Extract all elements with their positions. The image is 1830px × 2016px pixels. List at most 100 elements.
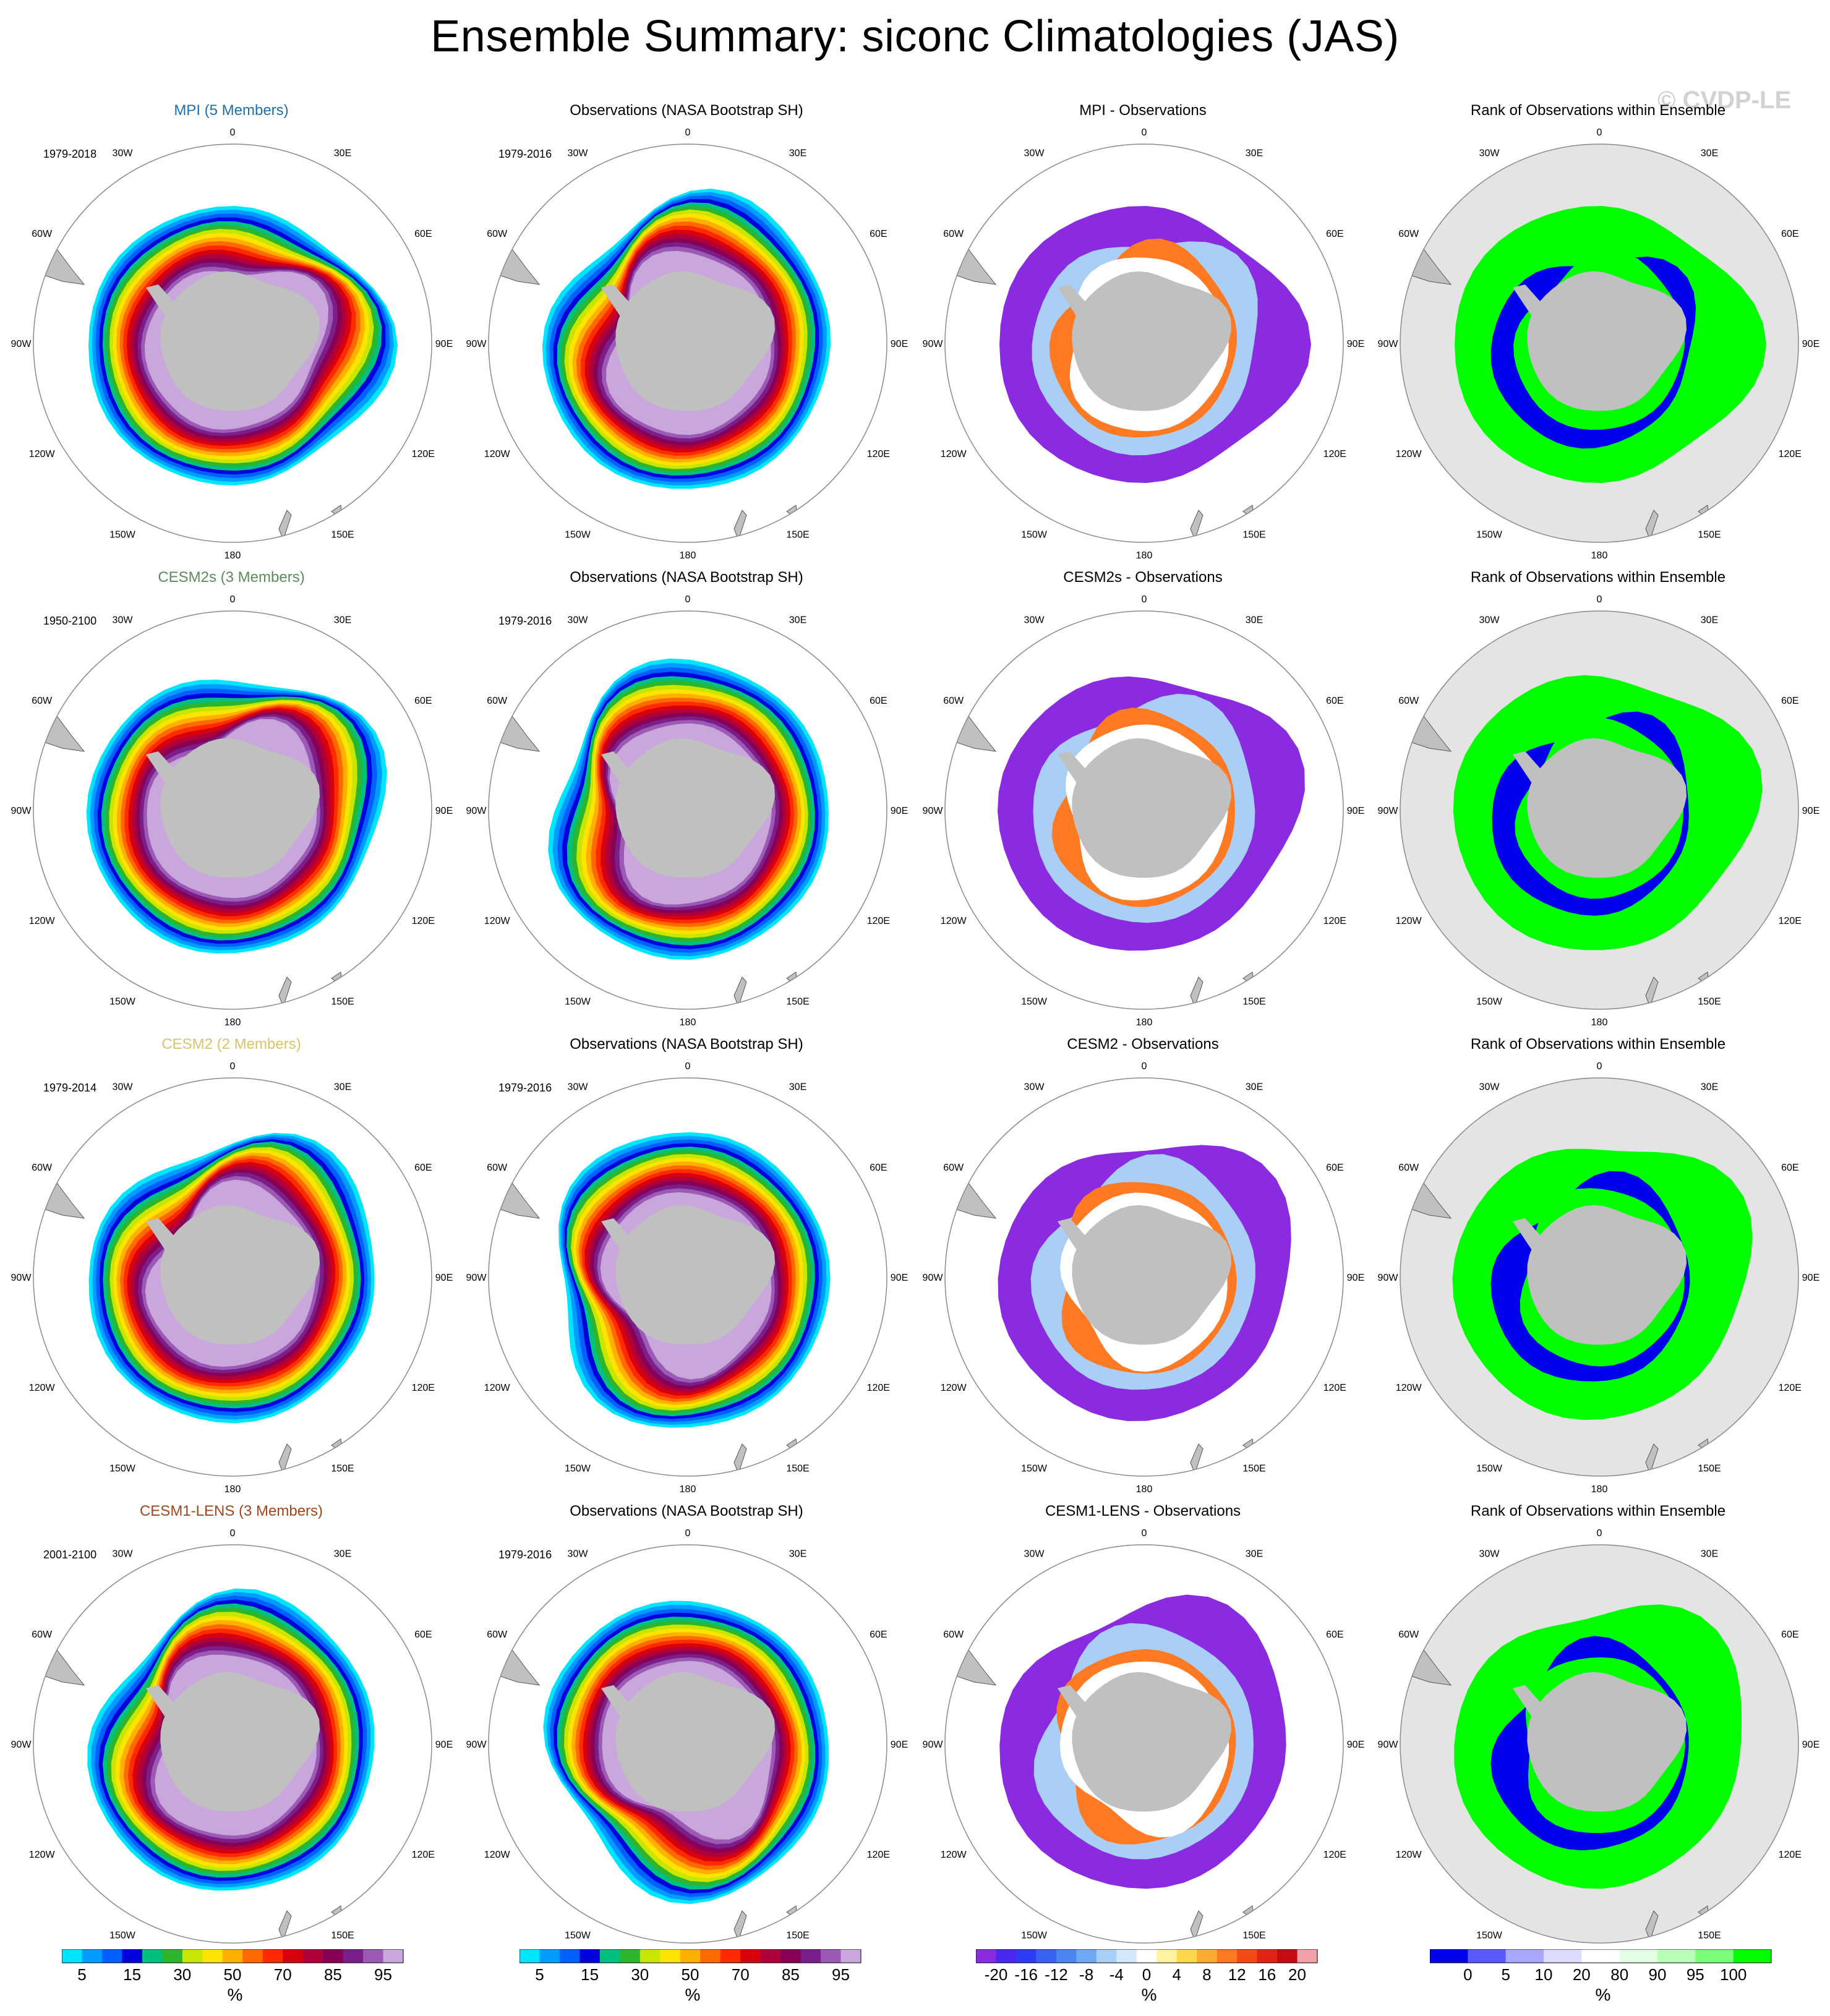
longitude-label: 120W bbox=[484, 1383, 511, 1393]
longitude-label: 120W bbox=[1396, 449, 1422, 459]
colorbar-swatch bbox=[302, 1949, 323, 1963]
longitude-label: 150W bbox=[1476, 996, 1503, 1007]
longitude-label: 150W bbox=[109, 1463, 136, 1474]
longitude-label: 0 bbox=[1142, 1528, 1147, 1539]
longitude-label: 30W bbox=[568, 1549, 589, 1560]
longitude-label: 180 bbox=[680, 1484, 696, 1495]
colorbar-swatch bbox=[1197, 1949, 1218, 1963]
panel-period: 1979-2016 bbox=[498, 615, 552, 627]
longitude-label: 60W bbox=[487, 229, 508, 239]
longitude-label: 150E bbox=[331, 1463, 354, 1474]
longitude-label: 90W bbox=[1378, 1740, 1399, 1750]
difference-map-panel: 0 30E 60E 90E 120E 150E 180 150W 120W 90W 60W 30W MP… bbox=[914, 102, 1372, 572]
colorbar-tick: 0 bbox=[1463, 1965, 1472, 1984]
longitude-label: 60W bbox=[943, 1629, 964, 1640]
longitude-label: 90W bbox=[1378, 806, 1399, 816]
rank-panel-title: Rank of Observations within Ensemble bbox=[1470, 1036, 1726, 1053]
colorbar-swatch bbox=[82, 1949, 103, 1963]
colorbar-tick: 50 bbox=[682, 1965, 699, 1984]
longitude-label: 60W bbox=[1398, 1163, 1419, 1173]
longitude-label: 30W bbox=[568, 1082, 589, 1093]
model-map: 0 30E 60E 90E 120E 150E 180 150W 120W 90W 60W 30W bbox=[11, 594, 453, 1028]
colorbar-swatch bbox=[182, 1949, 203, 1963]
longitude-label: 0 bbox=[1142, 127, 1147, 138]
observation-map-panel: 0 30E 60E 90E 120E 150E 180 150W 120W 90W 60W 30W Ob… bbox=[458, 569, 915, 1039]
colorbar-tick: 90 bbox=[1649, 1965, 1667, 1984]
longitude-label: 90E bbox=[1802, 339, 1819, 349]
longitude-label: 90W bbox=[923, 339, 944, 349]
colorbar-swatch bbox=[800, 1949, 821, 1963]
longitude-label: 30E bbox=[334, 148, 351, 159]
rank-panel-title: Rank of Observations within Ensemble bbox=[1470, 102, 1726, 119]
difference-panel-title: CESM2 - Observations bbox=[1067, 1036, 1219, 1053]
rank-colorbar: 0 5 10 20 80 90 95 100% bbox=[1430, 1949, 1776, 2005]
panel-period: 2001-2100 bbox=[43, 1548, 97, 1561]
longitude-label: 150E bbox=[1242, 529, 1265, 540]
longitude-label: 120W bbox=[484, 449, 511, 459]
longitude-label: 90E bbox=[435, 1740, 453, 1750]
colorbar-swatch bbox=[62, 1949, 82, 1963]
longitude-label: 90E bbox=[891, 806, 908, 816]
colorbar-tick: 80 bbox=[1610, 1965, 1628, 1984]
longitude-label: 180 bbox=[1136, 1484, 1153, 1495]
longitude-label: 30W bbox=[1024, 1549, 1045, 1560]
colorbar-tick: 20 bbox=[1288, 1965, 1306, 1984]
rank-map-panel: 0 30E 60E 90E 120E 150E 180 150W 120W 90W 60W 30W Ra… bbox=[1369, 1036, 1827, 1506]
colorbar-swatch bbox=[262, 1949, 283, 1963]
colorbar-swatch bbox=[101, 1949, 122, 1963]
longitude-label: 30E bbox=[1701, 1549, 1718, 1560]
model-panel-title: CESM1-LENS (3 Members) bbox=[139, 1503, 323, 1519]
longitude-label: 0 bbox=[685, 1061, 691, 1072]
colorbar-tick: 85 bbox=[324, 1965, 342, 1984]
longitude-label: 30E bbox=[1246, 1082, 1263, 1093]
rank-panel-title: Rank of Observations within Ensemble bbox=[1470, 1503, 1726, 1519]
colorbar-swatch bbox=[559, 1949, 580, 1963]
colorbar-swatch bbox=[740, 1949, 761, 1963]
colorbar-swatch bbox=[1430, 1949, 1468, 1963]
longitude-label: 0 bbox=[230, 1528, 236, 1539]
longitude-label: 60W bbox=[487, 1629, 508, 1640]
longitude-label: 90E bbox=[435, 339, 453, 349]
difference-map-panel: 030E60E90E120E150E180150W120W90W60W30WCE… bbox=[914, 1503, 1372, 1973]
longitude-label: 150W bbox=[1021, 1463, 1048, 1474]
colorbar-tick: 30 bbox=[631, 1965, 649, 1984]
longitude-label: 60E bbox=[414, 229, 432, 239]
colorbar-swatch bbox=[222, 1949, 243, 1963]
colorbar-swatch bbox=[1544, 1949, 1582, 1963]
longitude-label: 90E bbox=[1347, 1740, 1364, 1750]
longitude-label: 30E bbox=[789, 615, 806, 626]
colorbar-swatch bbox=[1657, 1949, 1696, 1963]
map-boundary bbox=[1400, 1077, 1799, 1477]
longitude-label: 60E bbox=[1781, 1629, 1798, 1640]
longitude-label: 60W bbox=[32, 1163, 53, 1173]
longitude-label: 30E bbox=[334, 615, 351, 626]
rank-map: 0 30E 60E 90E 120E 150E 180 150W 120W 90W 60W 30W bbox=[1378, 127, 1820, 561]
colorbar-swatch bbox=[283, 1949, 304, 1963]
observation-panel-title: Observations (NASA Bootstrap SH) bbox=[570, 102, 803, 119]
longitude-label: 150E bbox=[1698, 529, 1721, 540]
longitude-label: 120E bbox=[1323, 916, 1346, 926]
colorbar-tick: -8 bbox=[1079, 1965, 1093, 1984]
longitude-label: 150W bbox=[1021, 1930, 1048, 1941]
longitude-label: 150E bbox=[786, 1930, 809, 1941]
longitude-label: 0 bbox=[230, 594, 236, 605]
longitude-label: 150W bbox=[1476, 529, 1503, 540]
longitude-label: 60E bbox=[414, 1163, 432, 1173]
colorbar-tick: 20 bbox=[1573, 1965, 1591, 1984]
longitude-label: 150E bbox=[786, 529, 809, 540]
colorbar-swatch bbox=[1505, 1949, 1544, 1963]
map-boundary bbox=[944, 610, 1344, 1010]
colorbar-tick: -12 bbox=[1045, 1965, 1068, 1984]
longitude-label: 60W bbox=[32, 1629, 53, 1640]
longitude-label: 60E bbox=[1326, 696, 1343, 706]
longitude-label: 120E bbox=[1323, 1850, 1346, 1860]
longitude-label: 180 bbox=[680, 1017, 696, 1028]
longitude-label: 120W bbox=[1396, 1383, 1422, 1393]
longitude-label: 90W bbox=[923, 806, 944, 816]
longitude-label: 90W bbox=[466, 339, 487, 349]
colorbar-tick: 16 bbox=[1258, 1965, 1276, 1984]
observation-map-panel: 0 30E 60E 90E 120E 150E 180 150W 120W 90W 60W 30W Ob… bbox=[458, 102, 915, 572]
